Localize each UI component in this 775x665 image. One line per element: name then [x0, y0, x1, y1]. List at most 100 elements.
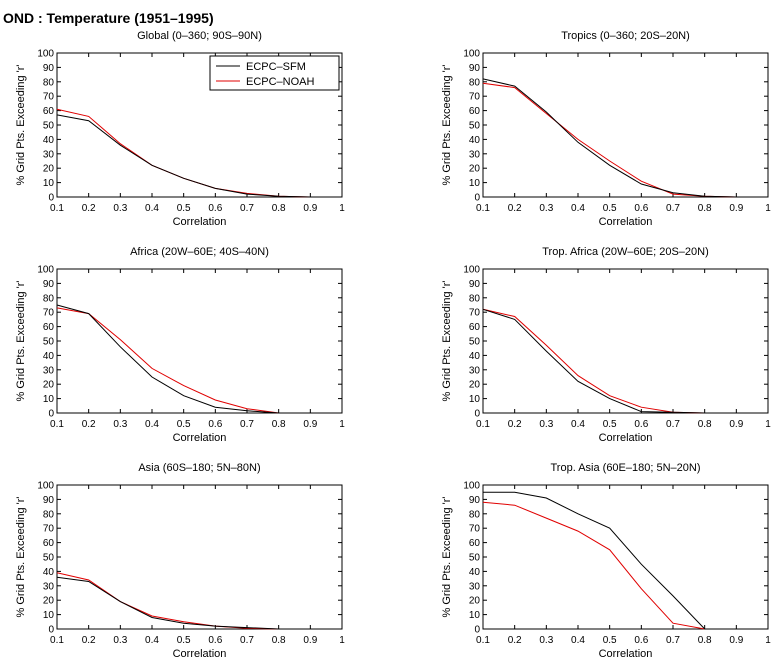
series-line-noah-tropics — [482, 82, 768, 198]
panel-africa: Africa (20W–60E; 40S–40N) 0.1 0.2 0.3 0.4 0.5… — [15, 246, 345, 444]
y-tick-label: 0 — [48, 193, 54, 204]
y-tick-label: 80 — [43, 77, 55, 88]
y-tick-label: 10 — [469, 610, 481, 621]
y-tick-label: 70 — [43, 92, 55, 103]
y-tick-label: 0 — [48, 625, 54, 636]
y-tick-label: 50 — [43, 121, 55, 132]
x-tick-label: 0.6 — [208, 419, 222, 430]
series-line-sfm-trop-asia — [483, 491, 768, 630]
panel-title-global: Global (0–360; 90S–90N) — [137, 30, 262, 42]
x-tick-label: 0.4 — [571, 635, 585, 646]
x-tick-label: 0.5 — [603, 203, 617, 214]
x-tick-label: 0.3 — [539, 419, 553, 430]
y-tick-label: 100 — [463, 265, 480, 276]
legend: ECPC–SFM ECPC–NOAH — [209, 55, 340, 91]
y-tick-label: 100 — [37, 481, 54, 492]
y-tick-label: 50 — [469, 121, 481, 132]
series-line-sfm-global — [56, 114, 342, 198]
x-tick-label: 0.2 — [508, 203, 522, 214]
y-tick-label: 50 — [469, 553, 481, 564]
panel-title-africa: Africa (20W–60E; 40S–40N) — [130, 246, 269, 258]
y-tick-label: 60 — [469, 322, 481, 333]
x-tick-label: 0.5 — [177, 635, 191, 646]
y-tick-label: 90 — [469, 495, 481, 506]
x-tick-label: 0.6 — [208, 635, 222, 646]
plot-frame-asia — [56, 484, 343, 630]
y-tick-label: 60 — [469, 538, 481, 549]
panel-trop-asia: Trop. Asia (60E–180; 5N–20N) 0.1 0.2 0.3 0.4… — [441, 462, 771, 660]
x-tick-label: 0.8 — [698, 203, 712, 214]
series-line-sfm-africa — [56, 304, 342, 414]
legend-box — [209, 55, 340, 91]
y-tick-label: 90 — [43, 63, 55, 74]
panel-asia: Asia (60S–180; 5N–80N) 0.1 0.2 0.3 0.4 0.5 0.6… — [15, 462, 345, 660]
x-tick-label: 0.2 — [82, 203, 96, 214]
y-tick-label: 40 — [43, 351, 55, 362]
x-tick-label: 0.8 — [698, 419, 712, 430]
x-tick-label: 0.6 — [634, 203, 648, 214]
x-tick-label: 0.8 — [272, 203, 286, 214]
y-tick-label: 0 — [474, 409, 480, 420]
x-tick-label: 0.7 — [666, 203, 680, 214]
y-tick-label: 40 — [43, 135, 55, 146]
y-tick-label: 30 — [43, 149, 55, 160]
x-tick-label: 0.2 — [82, 419, 96, 430]
x-axis-label: Correlation — [599, 648, 653, 660]
x-tick-label: 0.9 — [729, 419, 743, 430]
x-axis-label: Correlation — [599, 432, 653, 444]
x-tick-label: 0.4 — [571, 203, 585, 214]
y-tick-label: 20 — [43, 380, 55, 391]
y-axis-label: % Grid Pts. Exceeding 'r' — [15, 65, 27, 186]
y-tick-label: 80 — [43, 293, 55, 304]
y-tick-label: 0 — [474, 625, 480, 636]
y-tick-label: 60 — [43, 538, 55, 549]
series-line-noah-trop-asia — [482, 501, 768, 630]
plot-frame-trop-africa — [482, 268, 769, 414]
series-line-sfm-trop-africa — [482, 308, 768, 414]
x-tick-label: 0.9 — [729, 635, 743, 646]
y-tick-label: 40 — [469, 351, 481, 362]
x-tick-label: 0.3 — [539, 635, 553, 646]
x-tick-label: 0.2 — [508, 419, 522, 430]
series-line-noah-trop-africa — [482, 308, 768, 414]
y-tick-label: 40 — [43, 567, 55, 578]
panel-title-tropics: Tropics (0–360; 20S–20N) — [561, 30, 690, 42]
y-axis-label: % Grid Pts. Exceeding 'r' — [441, 281, 453, 402]
y-tick-label: 60 — [469, 106, 481, 117]
panel-trop-africa: Trop. Africa (20W–60E; 20S–20N) 0.1 0.2 0.3… — [441, 246, 771, 444]
y-tick-label: 20 — [469, 164, 481, 175]
x-tick-label: 0.3 — [539, 203, 553, 214]
y-tick-label: 10 — [43, 610, 55, 621]
y-tick-label: 50 — [469, 337, 481, 348]
y-tick-label: 30 — [43, 581, 55, 592]
y-tick-label: 70 — [43, 524, 55, 535]
x-tick-label: 0.9 — [303, 419, 317, 430]
y-tick-label: 80 — [43, 509, 55, 520]
y-tick-label: 90 — [43, 279, 55, 290]
x-tick-label: 0.3 — [113, 635, 127, 646]
x-tick-label: 0.5 — [177, 203, 191, 214]
y-tick-label: 10 — [469, 178, 481, 189]
panels: Global (0–360; 90S–90N) 0.1 0.2 0.3 0.4 0.5 0.… — [15, 30, 771, 660]
y-tick-label: 100 — [37, 265, 54, 276]
x-tick-label: 0.2 — [82, 635, 96, 646]
y-tick-label: 50 — [43, 337, 55, 348]
y-tick-label: 50 — [43, 553, 55, 564]
y-tick-label: 30 — [469, 365, 481, 376]
y-axis-label: % Grid Pts. Exceeding 'r' — [15, 497, 27, 618]
series-line-noah-asia — [56, 572, 342, 630]
plot-frame-tropics — [482, 52, 769, 198]
x-tick-label: 1 — [765, 635, 771, 646]
y-tick-label: 30 — [43, 365, 55, 376]
y-tick-label: 0 — [474, 193, 480, 204]
x-tick-label: 0.8 — [272, 635, 286, 646]
x-tick-label: 0.3 — [113, 419, 127, 430]
y-tick-label: 60 — [43, 322, 55, 333]
panel-title-trop-africa: Trop. Africa (20W–60E; 20S–20N) — [542, 246, 709, 258]
x-axis-label: Correlation — [599, 216, 653, 228]
x-tick-label: 1 — [765, 203, 771, 214]
x-tick-label: 0.7 — [666, 419, 680, 430]
x-tick-label: 0.4 — [145, 635, 159, 646]
series-line-sfm-asia — [56, 576, 342, 630]
